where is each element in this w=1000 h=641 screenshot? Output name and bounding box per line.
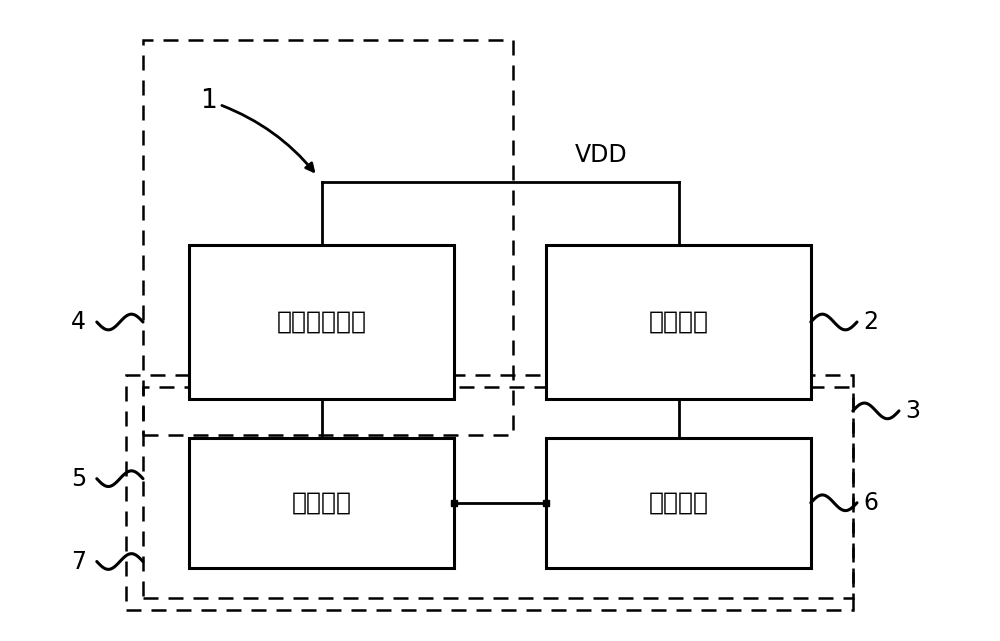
Text: 控制单元: 控制单元 [292, 491, 352, 515]
Text: 1: 1 [200, 88, 314, 171]
Text: 7: 7 [71, 549, 86, 574]
Text: 6: 6 [864, 491, 879, 515]
Bar [189, 438, 454, 567]
Text: 电压调节单元: 电压调节单元 [276, 310, 366, 334]
Bar [546, 438, 811, 567]
Bar [126, 375, 853, 610]
Bar [143, 387, 853, 597]
Bar [189, 245, 454, 399]
Text: 5: 5 [71, 467, 86, 490]
Text: 采样单元: 采样单元 [648, 491, 708, 515]
Text: 2: 2 [864, 310, 879, 334]
Text: 4: 4 [71, 310, 86, 334]
Text: 发光模块: 发光模块 [648, 310, 708, 334]
Bar [143, 40, 513, 435]
Text: 3: 3 [906, 399, 921, 423]
Text: VDD: VDD [574, 143, 627, 167]
Bar [546, 245, 811, 399]
